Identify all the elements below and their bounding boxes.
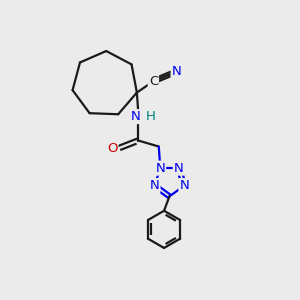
Text: N: N [174, 162, 184, 175]
Text: N: N [150, 179, 160, 192]
Text: N: N [179, 179, 189, 192]
Text: N: N [172, 65, 182, 78]
Text: H: H [146, 110, 156, 123]
Text: N: N [155, 162, 165, 175]
Text: C: C [149, 75, 158, 88]
Text: O: O [107, 142, 118, 155]
Text: N: N [131, 110, 141, 123]
